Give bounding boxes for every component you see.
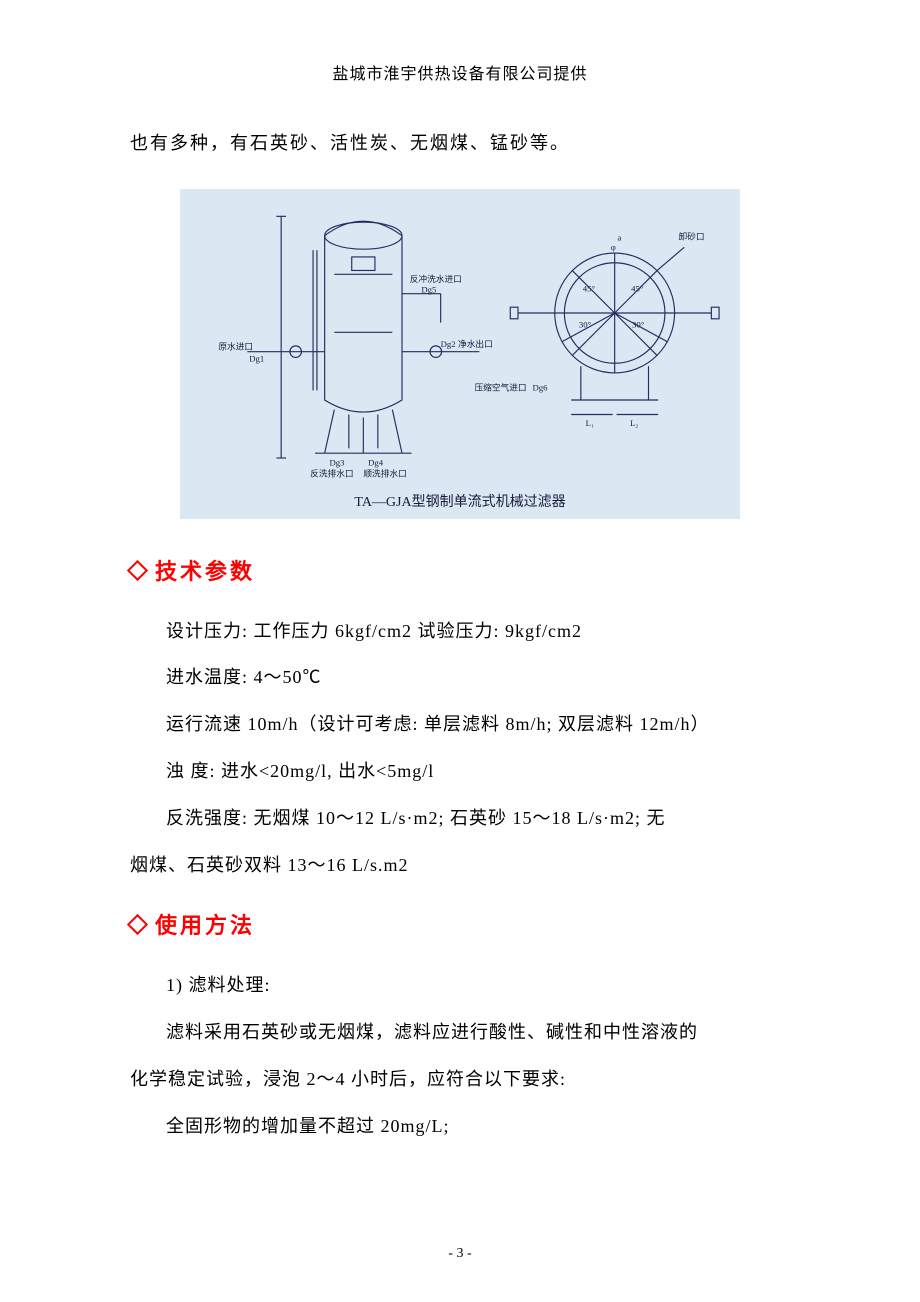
label-backwash-in: 反冲洗水进口 — [410, 273, 462, 284]
label-angle30-r: 30° — [632, 319, 645, 329]
label-back-drain-dg: Dg3 — [330, 457, 345, 467]
label-backwash-in-dg: Dg5 — [421, 284, 436, 294]
label-fwd-drain-dg: Dg4 — [368, 457, 384, 467]
label-back-drain: 反洗排水口 — [310, 467, 353, 478]
label-clean-out: 净水出口 — [458, 337, 493, 348]
label-angle45-l: 45° — [583, 283, 596, 293]
tech-line-2: 运行流速 10m/h（设计可考虑: 单层滤料 8m/h; 双层滤料 12m/h） — [130, 701, 790, 748]
label-fwd-drain: 顺洗排水口 — [363, 467, 406, 478]
label-a: a — [618, 232, 622, 242]
diamond-icon — [127, 914, 148, 935]
diamond-icon — [127, 559, 148, 580]
tech-line-4: 反洗强度: 无烟煤 10～12 L/s·m2; 石英砂 15～18 L/s·m2… — [130, 795, 790, 842]
tech-line-0: 设计压力: 工作压力 6kgf/cm2 试验压力: 9kgf/cm2 — [130, 608, 790, 655]
label-raw-in: 原水进口 — [218, 340, 253, 351]
tech-title-text: 技术参数 — [155, 559, 255, 584]
page-header: 盐城市淮宇供热设备有限公司提供 — [130, 60, 790, 84]
label-clean-out-dg: Dg2 — [441, 338, 456, 348]
label-raw-in-dg: Dg1 — [249, 353, 264, 363]
tech-line-cont: 烟煤、石英砂双料 13～16 L/s.m2 — [130, 842, 790, 889]
tech-params-title: 技术参数 — [130, 554, 790, 586]
filter-diagram: 原水进口 Dg1 反冲洗水进口 Dg5 Dg2 净水出口 Dg3 反洗排水口 D… — [188, 197, 732, 487]
usage-p1c: 化学稳定试验，浸泡 2～4 小时后，应符合以下要求: — [130, 1056, 790, 1103]
usage-item1: 1) 滤料处理: — [130, 962, 790, 1009]
usage-title: 使用方法 — [130, 908, 790, 940]
intro-text: 也有多种，有石英砂、活性炭、无烟煤、锰砂等。 — [130, 124, 790, 164]
figure-container: 原水进口 Dg1 反冲洗水进口 Dg5 Dg2 净水出口 Dg3 反洗排水口 D… — [180, 189, 740, 519]
tech-line-3: 浊 度: 进水<20mg/l, 出水<5mg/l — [130, 748, 790, 795]
figure-caption: TA—GJA型钢制单流式机械过滤器 — [188, 487, 732, 511]
usage-p1: 滤料采用石英砂或无烟煤，滤料应进行酸性、碱性和中性溶液的 — [130, 1009, 790, 1056]
label-unload: 卸砂口 — [678, 230, 704, 241]
label-phi: φ — [611, 242, 616, 252]
label-l1: L₁ — [586, 418, 594, 428]
label-air-in-dg: Dg6 — [533, 382, 549, 392]
label-air-in: 压缩空气进口 — [475, 381, 527, 392]
usage-title-text: 使用方法 — [155, 913, 255, 938]
page-number: - 3 - — [0, 1246, 920, 1262]
label-angle30-l: 30° — [579, 319, 592, 329]
usage-p2: 全固形物的增加量不超过 20mg/L; — [130, 1103, 790, 1150]
label-l2: L₂ — [630, 418, 638, 428]
figure-inner: 原水进口 Dg1 反冲洗水进口 Dg5 Dg2 净水出口 Dg3 反洗排水口 D… — [188, 197, 732, 511]
tech-line-1: 进水温度: 4～50℃ — [130, 654, 790, 701]
label-angle45-r: 45° — [631, 283, 644, 293]
